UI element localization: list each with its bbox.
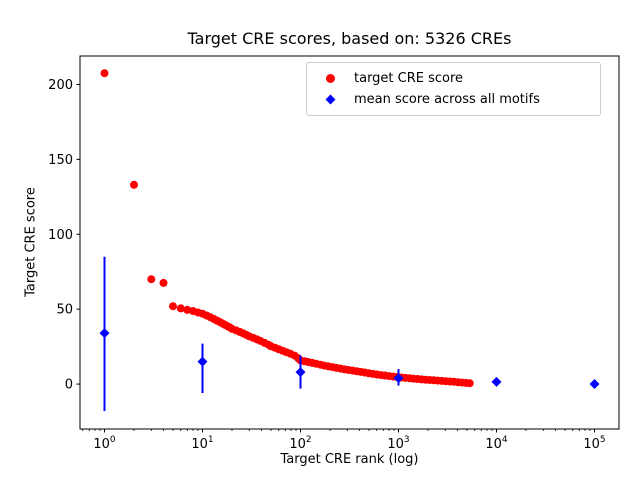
x-tick-label: 101: [191, 435, 213, 452]
y-tick-label: 150: [48, 153, 73, 168]
legend-item: mean score across all motifs: [315, 89, 592, 110]
diamond-marker: [99, 328, 110, 339]
diamond-marker: [393, 373, 404, 384]
x-axis: 100 101 102 103 104 105: [82, 429, 606, 452]
x-tick-label: 100: [93, 435, 116, 452]
legend: target CRE score mean score across all m…: [306, 62, 601, 116]
y-tick-label: 200: [48, 78, 73, 93]
legend-item: target CRE score: [315, 68, 592, 89]
x-tick-label: 105: [583, 435, 605, 452]
diamond-marker: [197, 356, 208, 367]
red-circle-marker-icon: [315, 74, 345, 83]
legend-item-label: mean score across all motifs: [354, 92, 540, 107]
x-tick-label: 104: [485, 435, 508, 452]
y-tick-label: 50: [56, 303, 73, 318]
y-tick-label: 0: [65, 378, 73, 393]
legend-item-label: target CRE score: [354, 71, 464, 86]
mean-score-series: [99, 256, 600, 412]
y-axis: 0 50 100 150 200: [48, 78, 80, 393]
diamond-marker: [295, 367, 306, 378]
plot-border: [79, 55, 620, 430]
diamond-marker: [589, 379, 600, 390]
chart-title: Target CRE scores, based on: 5326 CREs: [187, 29, 512, 48]
target-cre-score-series: [100, 69, 474, 388]
y-tick-label: 100: [48, 228, 73, 243]
diamond-marker: [491, 376, 502, 387]
y-axis-label: Target CRE score: [23, 187, 39, 297]
blue-diamond-marker-icon: [315, 94, 345, 105]
x-tick-label: 103: [387, 435, 409, 452]
x-axis-label: Target CRE rank (log): [280, 452, 419, 467]
x-tick-label: 102: [289, 435, 311, 452]
